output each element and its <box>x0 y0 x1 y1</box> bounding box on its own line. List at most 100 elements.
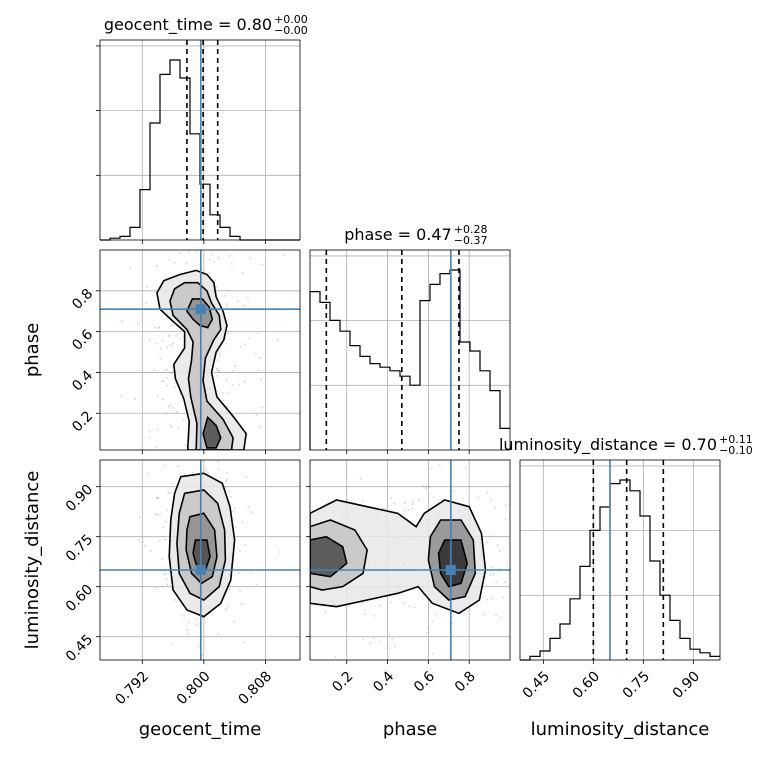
marginal-panel-geocent_time <box>96 39 301 244</box>
truth-marker <box>445 565 456 575</box>
sample-point <box>129 266 132 269</box>
panel-frame <box>99 459 301 661</box>
y-tick-label: 0.4 <box>69 367 96 394</box>
sample-point <box>180 178 182 180</box>
sample-point <box>524 590 526 592</box>
sample-point <box>181 453 183 455</box>
sample-point <box>217 359 219 362</box>
sample-point <box>222 399 225 402</box>
sample-point <box>256 332 259 335</box>
density-fill <box>438 540 468 587</box>
sample-point <box>260 378 262 381</box>
sample-point <box>172 407 175 409</box>
sample-point <box>153 417 155 419</box>
sample-point <box>276 338 279 341</box>
sample-point <box>169 344 172 346</box>
sample-point <box>217 460 220 463</box>
sample-point <box>179 252 182 255</box>
sample-point <box>261 406 264 409</box>
sample-point <box>173 261 176 264</box>
sample-point <box>227 605 230 608</box>
sample-point <box>541 522 543 524</box>
sample-point <box>166 583 169 586</box>
sample-point <box>166 384 169 387</box>
sample-point <box>227 392 230 395</box>
sample-point <box>378 604 381 607</box>
sample-point <box>158 326 161 329</box>
sample-point <box>215 285 218 288</box>
sample-point <box>238 383 240 386</box>
sample-point <box>428 467 431 470</box>
sample-point <box>239 567 241 569</box>
sample-point <box>155 454 157 456</box>
sample-point <box>343 431 345 433</box>
sample-point <box>211 253 214 256</box>
sample-point <box>155 446 158 449</box>
sample-point <box>149 550 152 552</box>
sample-point <box>139 516 141 519</box>
sample-point <box>225 379 228 382</box>
truth-marker <box>195 565 206 575</box>
sample-point <box>257 369 260 372</box>
sample-point <box>241 521 244 523</box>
sample-point <box>171 644 174 646</box>
sample-point <box>134 397 137 400</box>
sample-point <box>238 549 241 552</box>
sample-point <box>217 632 220 635</box>
x-tick-label: 0.75 <box>620 668 653 701</box>
sample-point <box>218 369 220 371</box>
sample-point <box>171 365 174 368</box>
sample-point <box>170 372 173 375</box>
sample-point <box>186 455 188 457</box>
sample-point <box>225 472 228 474</box>
sample-point <box>173 386 176 389</box>
sample-point <box>239 589 241 592</box>
sample-point <box>254 353 257 355</box>
sample-point <box>225 342 228 345</box>
sample-point <box>169 404 172 407</box>
sample-point <box>575 576 577 578</box>
sample-point <box>161 314 164 317</box>
sample-point <box>158 540 161 542</box>
sample-point <box>217 468 220 471</box>
joint-content <box>100 417 300 660</box>
sample-point <box>361 601 364 604</box>
sample-point <box>489 574 492 577</box>
sample-point <box>247 506 250 508</box>
title-text: luminosity_distance = 0.70 <box>499 435 717 455</box>
sample-point <box>168 259 171 261</box>
x-tick-label: 0.8 <box>452 668 479 695</box>
x-tick-label: 0.4 <box>370 668 397 695</box>
sample-point <box>227 289 230 292</box>
sample-point <box>161 339 164 342</box>
sample-point <box>165 411 168 414</box>
sample-point <box>506 563 508 566</box>
sample-point <box>585 533 587 535</box>
sample-point <box>166 369 169 372</box>
sample-point <box>152 437 154 439</box>
title-upper-error: +0.11 <box>719 433 753 446</box>
truth-marker <box>195 304 206 315</box>
sample-point <box>391 637 394 640</box>
sample-point <box>171 457 173 459</box>
sample-point <box>258 511 260 513</box>
x-axis-label: geocent_time <box>139 719 262 740</box>
contour-line-2 <box>186 298 214 329</box>
sample-point <box>134 229 136 231</box>
panel-frame <box>309 459 511 661</box>
sample-point <box>186 629 188 632</box>
sample-point <box>359 477 362 480</box>
sample-point <box>148 430 151 433</box>
sample-point <box>156 497 159 500</box>
sample-point <box>452 622 454 625</box>
contour-line-3 <box>310 535 348 578</box>
sample-point <box>496 544 499 547</box>
sample-point <box>390 497 392 500</box>
sample-point <box>490 499 492 502</box>
sample-point <box>503 581 506 583</box>
panel-title-geocent_time: geocent_time = 0.80 +0.00−0.00 <box>104 13 308 37</box>
sample-point <box>334 656 337 658</box>
sample-point <box>412 500 414 503</box>
